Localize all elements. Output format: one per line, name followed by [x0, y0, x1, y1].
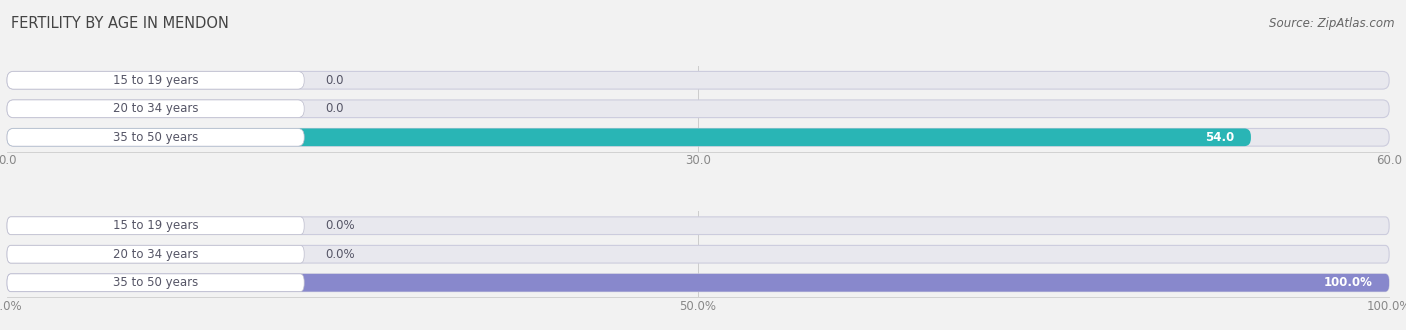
- Text: 35 to 50 years: 35 to 50 years: [112, 131, 198, 144]
- Text: 20 to 34 years: 20 to 34 years: [112, 248, 198, 261]
- FancyBboxPatch shape: [7, 217, 304, 235]
- Text: FERTILITY BY AGE IN MENDON: FERTILITY BY AGE IN MENDON: [11, 16, 229, 31]
- Text: 20 to 34 years: 20 to 34 years: [112, 102, 198, 115]
- Text: 0.0: 0.0: [325, 74, 343, 87]
- FancyBboxPatch shape: [7, 128, 1251, 146]
- FancyBboxPatch shape: [7, 71, 1389, 89]
- Text: 54.0: 54.0: [1205, 131, 1234, 144]
- Text: 0.0: 0.0: [325, 102, 343, 115]
- Text: 35 to 50 years: 35 to 50 years: [112, 276, 198, 289]
- FancyBboxPatch shape: [7, 274, 304, 292]
- Text: 0.0%: 0.0%: [325, 248, 354, 261]
- FancyBboxPatch shape: [7, 128, 1389, 146]
- FancyBboxPatch shape: [7, 217, 1389, 235]
- FancyBboxPatch shape: [7, 128, 304, 146]
- Text: Source: ZipAtlas.com: Source: ZipAtlas.com: [1270, 16, 1395, 29]
- Text: 100.0%: 100.0%: [1323, 276, 1372, 289]
- FancyBboxPatch shape: [7, 246, 304, 263]
- FancyBboxPatch shape: [7, 274, 1389, 292]
- FancyBboxPatch shape: [7, 246, 1389, 263]
- Text: 15 to 19 years: 15 to 19 years: [112, 74, 198, 87]
- FancyBboxPatch shape: [7, 100, 1389, 117]
- FancyBboxPatch shape: [7, 274, 1389, 292]
- FancyBboxPatch shape: [7, 71, 304, 89]
- Text: 0.0%: 0.0%: [325, 219, 354, 232]
- Text: 15 to 19 years: 15 to 19 years: [112, 219, 198, 232]
- FancyBboxPatch shape: [7, 100, 304, 117]
